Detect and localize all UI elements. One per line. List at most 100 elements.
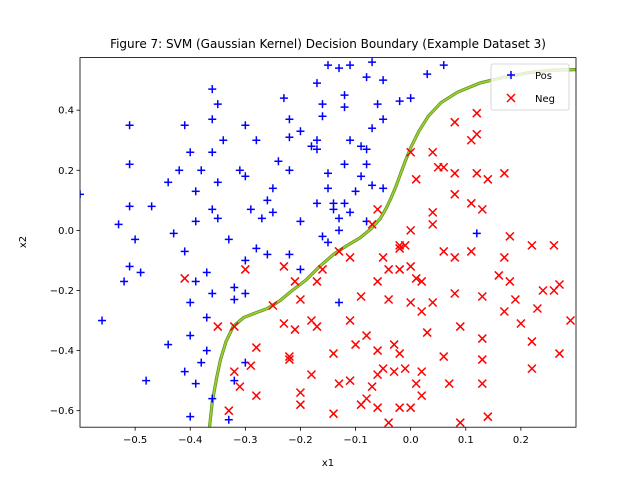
neg-point <box>565 315 576 326</box>
neg-point <box>406 297 416 308</box>
legend-label-neg: Neg <box>535 94 555 105</box>
pos-point <box>335 298 344 307</box>
pos-point <box>362 160 371 169</box>
chart-title: Figure 7: SVM (Gaussian Kernel) Decision… <box>110 37 546 51</box>
neg-point <box>406 403 416 413</box>
pos-point <box>439 61 448 70</box>
pos-point <box>213 100 222 109</box>
pos-point <box>335 64 344 73</box>
neg-point <box>477 355 487 365</box>
pos-point <box>472 229 481 238</box>
pos-point <box>346 61 355 70</box>
pos-point <box>180 121 189 130</box>
neg-point <box>328 409 339 419</box>
neg-point <box>466 246 476 256</box>
neg-point <box>384 294 394 305</box>
pos-point <box>208 289 217 298</box>
pos-point <box>379 115 388 124</box>
neg-point <box>251 391 261 401</box>
neg-point <box>499 168 509 178</box>
pos-point <box>423 70 432 79</box>
pos-point <box>335 226 344 235</box>
neg-point <box>472 129 482 139</box>
neg-point <box>345 315 355 326</box>
neg-point <box>279 319 289 329</box>
pos-point <box>186 331 195 340</box>
axes-frame <box>79 57 577 428</box>
neg-point <box>224 406 234 416</box>
neg-point <box>213 322 223 332</box>
pos-point <box>257 214 266 223</box>
plot-area <box>80 58 576 428</box>
pos-point <box>285 115 294 124</box>
neg-point <box>439 352 449 362</box>
neg-point <box>279 261 289 271</box>
pos-point <box>241 256 250 265</box>
pos-point <box>263 196 272 205</box>
pos-markers <box>80 58 481 424</box>
neg-point <box>284 355 294 365</box>
x-axis-label: x1 <box>322 458 334 469</box>
neg-point <box>472 108 482 118</box>
pos-point <box>406 94 415 103</box>
neg-point <box>417 306 427 317</box>
neg-point <box>505 231 515 241</box>
neg-point <box>505 276 515 286</box>
pos-point <box>120 277 129 286</box>
pos-point <box>125 160 134 169</box>
pos-point <box>224 415 233 424</box>
neg-point <box>229 367 239 377</box>
neg-point <box>235 382 245 392</box>
pos-point <box>147 202 156 211</box>
neg-point <box>395 264 405 274</box>
pos-point <box>213 178 222 187</box>
legend: Pos Neg <box>490 63 570 111</box>
neg-point <box>494 270 504 280</box>
pos-point <box>335 214 344 223</box>
neg-point <box>483 412 493 422</box>
pos-point <box>169 229 178 238</box>
neg-point <box>284 352 294 362</box>
pos-point <box>246 205 255 214</box>
neg-point <box>554 279 564 289</box>
neg-point <box>406 261 416 271</box>
pos-point <box>180 247 189 256</box>
neg-point <box>411 273 421 283</box>
neg-point <box>373 370 383 380</box>
neg-point <box>400 364 410 374</box>
pos-point <box>197 166 206 175</box>
neg-point <box>356 291 366 302</box>
neg-point <box>290 276 300 286</box>
neg-point <box>373 276 383 286</box>
x-tick-label: −0.4 <box>178 435 202 446</box>
neg-point <box>384 264 394 274</box>
pos-point <box>351 187 360 196</box>
neg-point <box>422 328 432 338</box>
neg-point <box>395 403 405 413</box>
x-tick-label: −0.3 <box>233 435 257 446</box>
pos-point <box>224 235 233 244</box>
legend-neg-symbol <box>506 93 516 103</box>
pos-point <box>186 412 195 421</box>
neg-point <box>328 349 339 359</box>
neg-point <box>334 246 344 256</box>
neg-point <box>477 334 487 344</box>
pos-point <box>252 244 261 253</box>
pos-point <box>312 136 321 145</box>
pos-point <box>340 91 349 100</box>
neg-point <box>268 300 278 311</box>
pos-point <box>186 148 195 157</box>
pos-point <box>142 376 151 385</box>
neg-point <box>554 349 564 359</box>
pos-point <box>318 100 327 109</box>
pos-point <box>125 262 134 271</box>
pos-point <box>241 289 250 298</box>
y-tick-label: −0.4 <box>50 346 74 357</box>
neg-point <box>295 388 305 398</box>
pos-point <box>241 121 250 130</box>
x-tick-label: 0.2 <box>513 435 529 446</box>
legend-pos-marker <box>507 71 515 79</box>
pos-point <box>164 340 173 349</box>
pos-point <box>235 166 244 175</box>
